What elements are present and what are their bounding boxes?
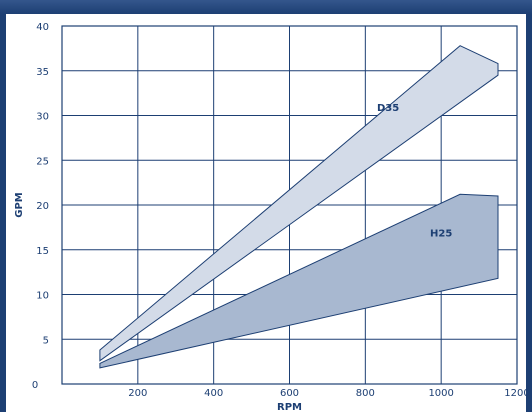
- y-tick-label: 20: [36, 201, 49, 212]
- x-tick-label: 1200: [504, 388, 529, 399]
- band-label-d35: D35: [377, 103, 399, 114]
- y-tick-label: 25: [36, 156, 49, 167]
- x-tick-label: 600: [280, 388, 299, 399]
- y-tick-label: 15: [36, 246, 49, 257]
- band-h25: [99, 193, 499, 369]
- y-tick-label: 30: [36, 112, 49, 123]
- x-axis-title: RPM: [277, 402, 302, 412]
- x-tick-label: 800: [356, 388, 375, 399]
- y-axis-title: GPM: [14, 192, 25, 218]
- y-tick-label: 40: [36, 22, 49, 33]
- y-tick-label: 35: [36, 67, 49, 78]
- x-tick-label: 1000: [428, 388, 453, 399]
- x-tick-label: 400: [204, 388, 223, 399]
- origin-tick-label: 0: [32, 380, 38, 391]
- plot-border: [61, 25, 518, 385]
- y-tick-label: 10: [36, 291, 49, 302]
- y-tick-label: 5: [43, 335, 49, 346]
- band-d35: [99, 45, 499, 362]
- band-label-h25: H25: [430, 228, 452, 239]
- x-tick-label: 200: [128, 388, 147, 399]
